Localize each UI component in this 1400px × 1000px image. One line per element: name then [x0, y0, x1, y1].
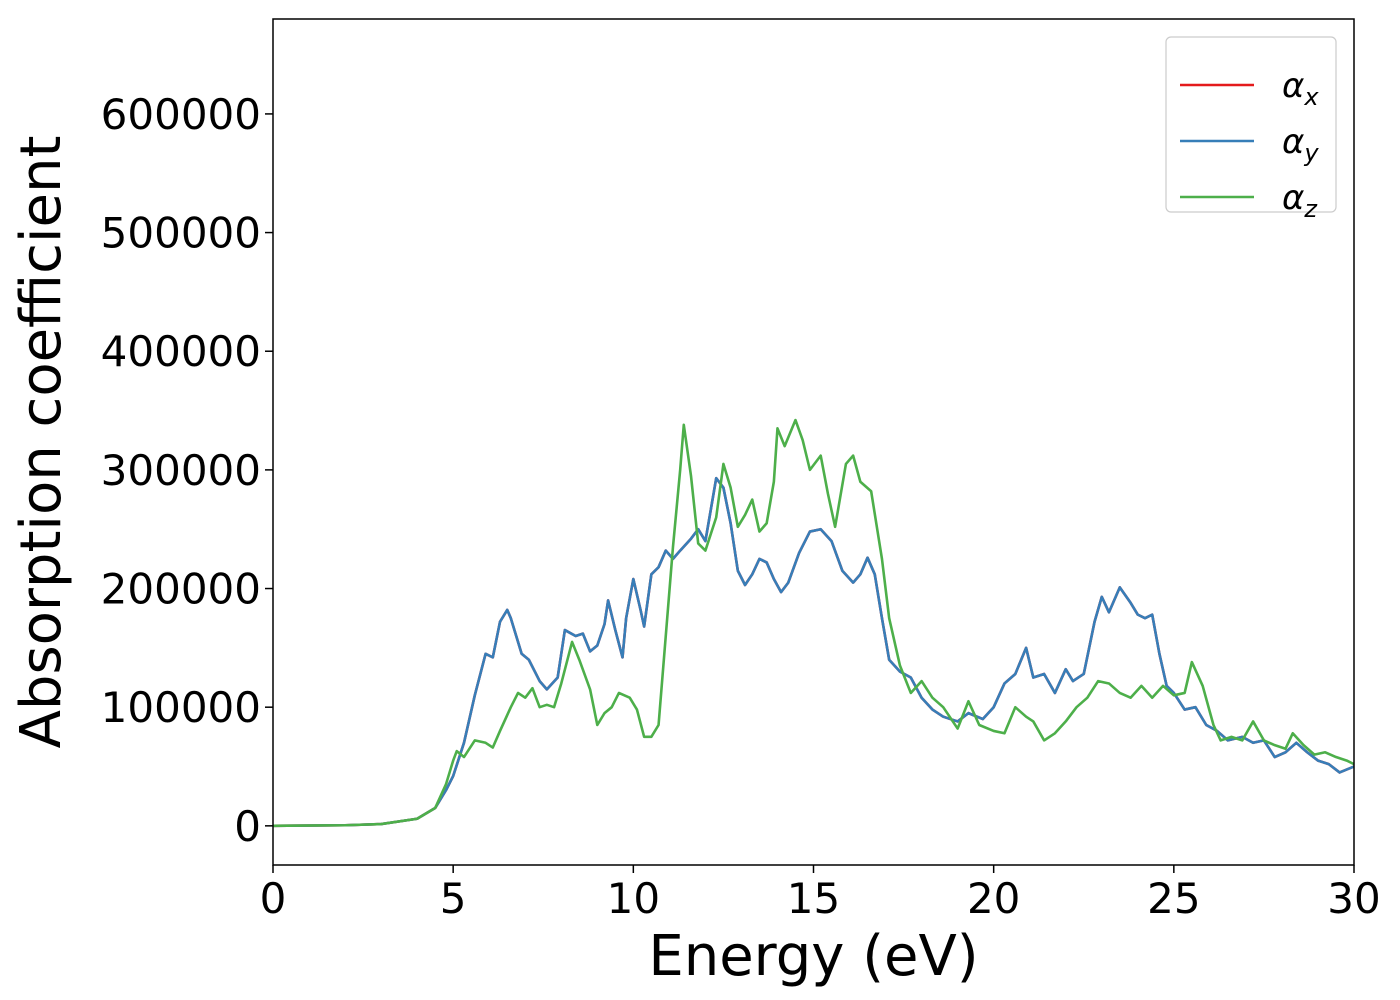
- y-tick-label: 300000: [101, 446, 261, 495]
- series-line-y: [273, 476, 1354, 828]
- x-tick-label: 15: [787, 874, 840, 923]
- y-tick-label: 200000: [101, 565, 261, 614]
- legend-symbol: α: [1282, 66, 1304, 106]
- series-line-z: [273, 418, 1354, 828]
- y-axis-label: Absorption coefficient: [9, 136, 74, 749]
- x-axis: 0 5 10 15 20 25 30: [260, 865, 1381, 923]
- x-tick-label: 5: [440, 874, 467, 923]
- y-axis: 0 100000 200000 300000 400000 500000 600000: [101, 90, 273, 851]
- y-tick-label: 500000: [101, 209, 261, 258]
- x-axis-label: Energy (eV): [648, 924, 978, 989]
- legend-subscript: z: [1303, 195, 1318, 223]
- y-tick-label: 400000: [101, 327, 261, 376]
- x-tick-label: 25: [1147, 874, 1200, 923]
- y-tick-label: 600000: [101, 90, 261, 139]
- legend-symbol: α: [1282, 122, 1304, 162]
- x-tick-label: 30: [1327, 874, 1380, 923]
- x-tick-label: 10: [607, 874, 660, 923]
- y-tick-label: 100000: [101, 683, 261, 732]
- legend-subscript: y: [1303, 139, 1319, 167]
- legend-label-x: αx: [1282, 66, 1319, 111]
- y-tick-label: 0: [234, 802, 261, 851]
- legend-label-y: αy: [1282, 122, 1319, 167]
- legend-symbol: α: [1282, 178, 1304, 218]
- series-layer: [273, 418, 1354, 828]
- x-tick-label: 20: [967, 874, 1020, 923]
- legend-subscript: x: [1303, 83, 1319, 111]
- x-tick-label: 0: [260, 874, 287, 923]
- legend-label-z: αz: [1282, 178, 1318, 223]
- legend-frame: [1165, 36, 1337, 213]
